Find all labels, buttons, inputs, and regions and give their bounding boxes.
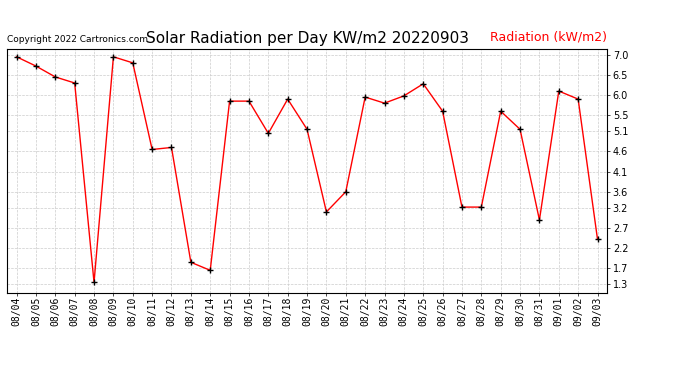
Text: Radiation (kW/m2): Radiation (kW/m2) (490, 31, 607, 44)
Text: Copyright 2022 Cartronics.com: Copyright 2022 Cartronics.com (7, 35, 148, 44)
Title: Solar Radiation per Day KW/m2 20220903: Solar Radiation per Day KW/m2 20220903 (146, 31, 469, 46)
